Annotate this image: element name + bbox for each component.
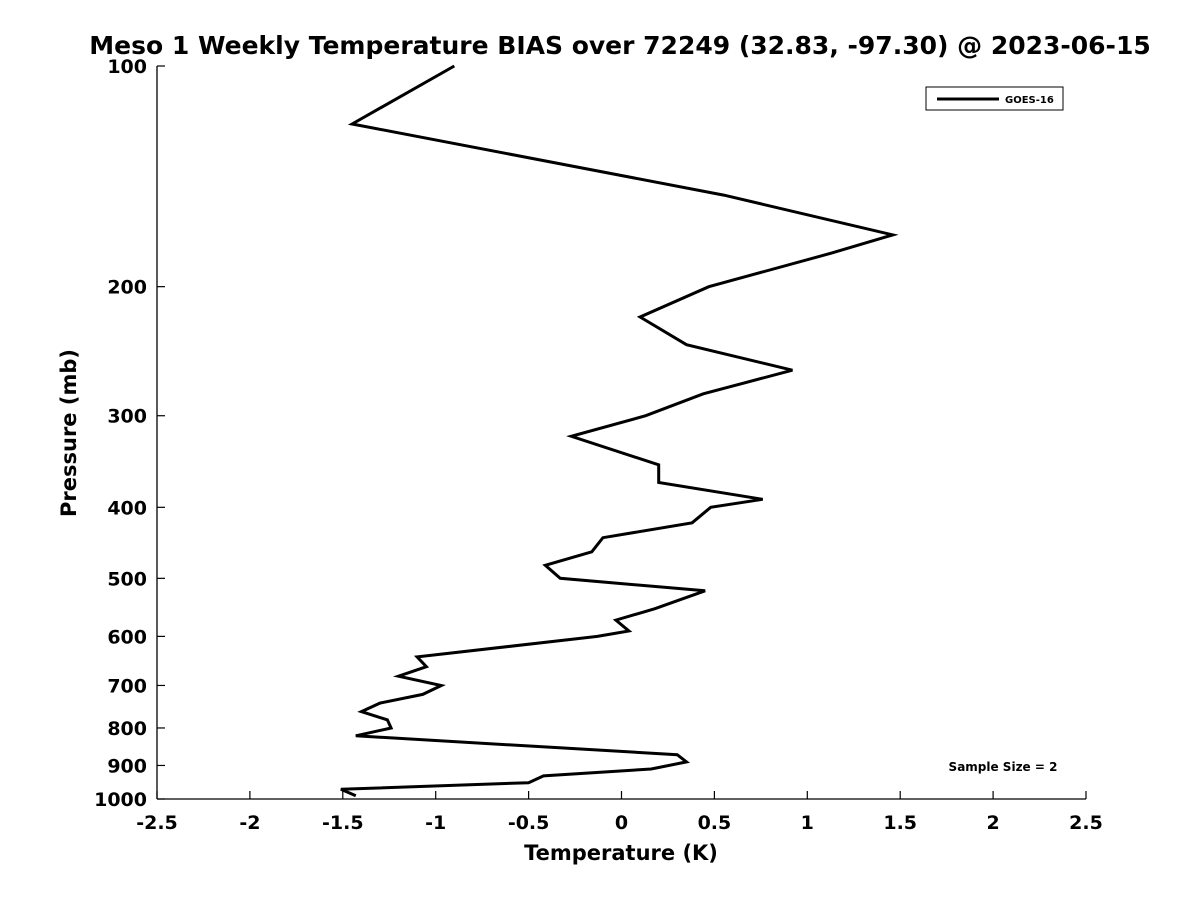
y-ticks: 100 200 300 400 500 600 700 800 900 1000 xyxy=(94,56,165,811)
legend-label: GOES-16 xyxy=(1005,95,1054,106)
x-axis-label: Temperature (K) xyxy=(524,841,718,865)
series-layer xyxy=(340,64,899,798)
x-tick-label: -1.5 xyxy=(322,812,364,834)
y-tick-label: 500 xyxy=(107,568,147,590)
x-ticks: -2.5 -2 -1.5 -1 -0.5 0 0.5 1 1.5 2 2.5 xyxy=(136,791,1103,834)
x-tick-label: 2 xyxy=(986,812,999,834)
axes: -2.5 -2 -1.5 -1 -0.5 0 0.5 1 1.5 2 2.5 100 200 300 40… xyxy=(94,56,1103,834)
legend: GOES-16 xyxy=(925,86,1064,111)
x-tick-label: -0.5 xyxy=(508,812,550,834)
chart-title: Meso 1 Weekly Temperature BIAS over 7224… xyxy=(89,31,1150,60)
y-tick-label: 900 xyxy=(107,755,147,777)
x-tick-label: 0.5 xyxy=(698,812,732,834)
y-tick-label: 700 xyxy=(107,675,147,697)
x-tick-label: 1.5 xyxy=(883,812,917,834)
x-tick-label: -1 xyxy=(425,812,446,834)
y-tick-label: 100 xyxy=(107,56,147,78)
x-tick-label: 1 xyxy=(801,812,814,834)
y-tick-label: 800 xyxy=(107,718,147,740)
y-tick-label: 200 xyxy=(107,277,147,299)
y-tick-label: 600 xyxy=(107,626,147,648)
y-axis-label: Pressure (mb) xyxy=(57,349,81,517)
x-tick-label: 2.5 xyxy=(1069,812,1103,834)
y-tick-label: 300 xyxy=(107,406,147,428)
series-line-goes16 xyxy=(340,64,899,798)
y-tick-label: 1000 xyxy=(94,789,147,811)
x-tick-label: -2.5 xyxy=(136,812,178,834)
x-tick-label: -2 xyxy=(239,812,260,834)
y-tick-label: 400 xyxy=(107,497,147,519)
sample-size-annotation: Sample Size = 2 xyxy=(949,760,1058,774)
x-tick-label: 0 xyxy=(615,812,628,834)
